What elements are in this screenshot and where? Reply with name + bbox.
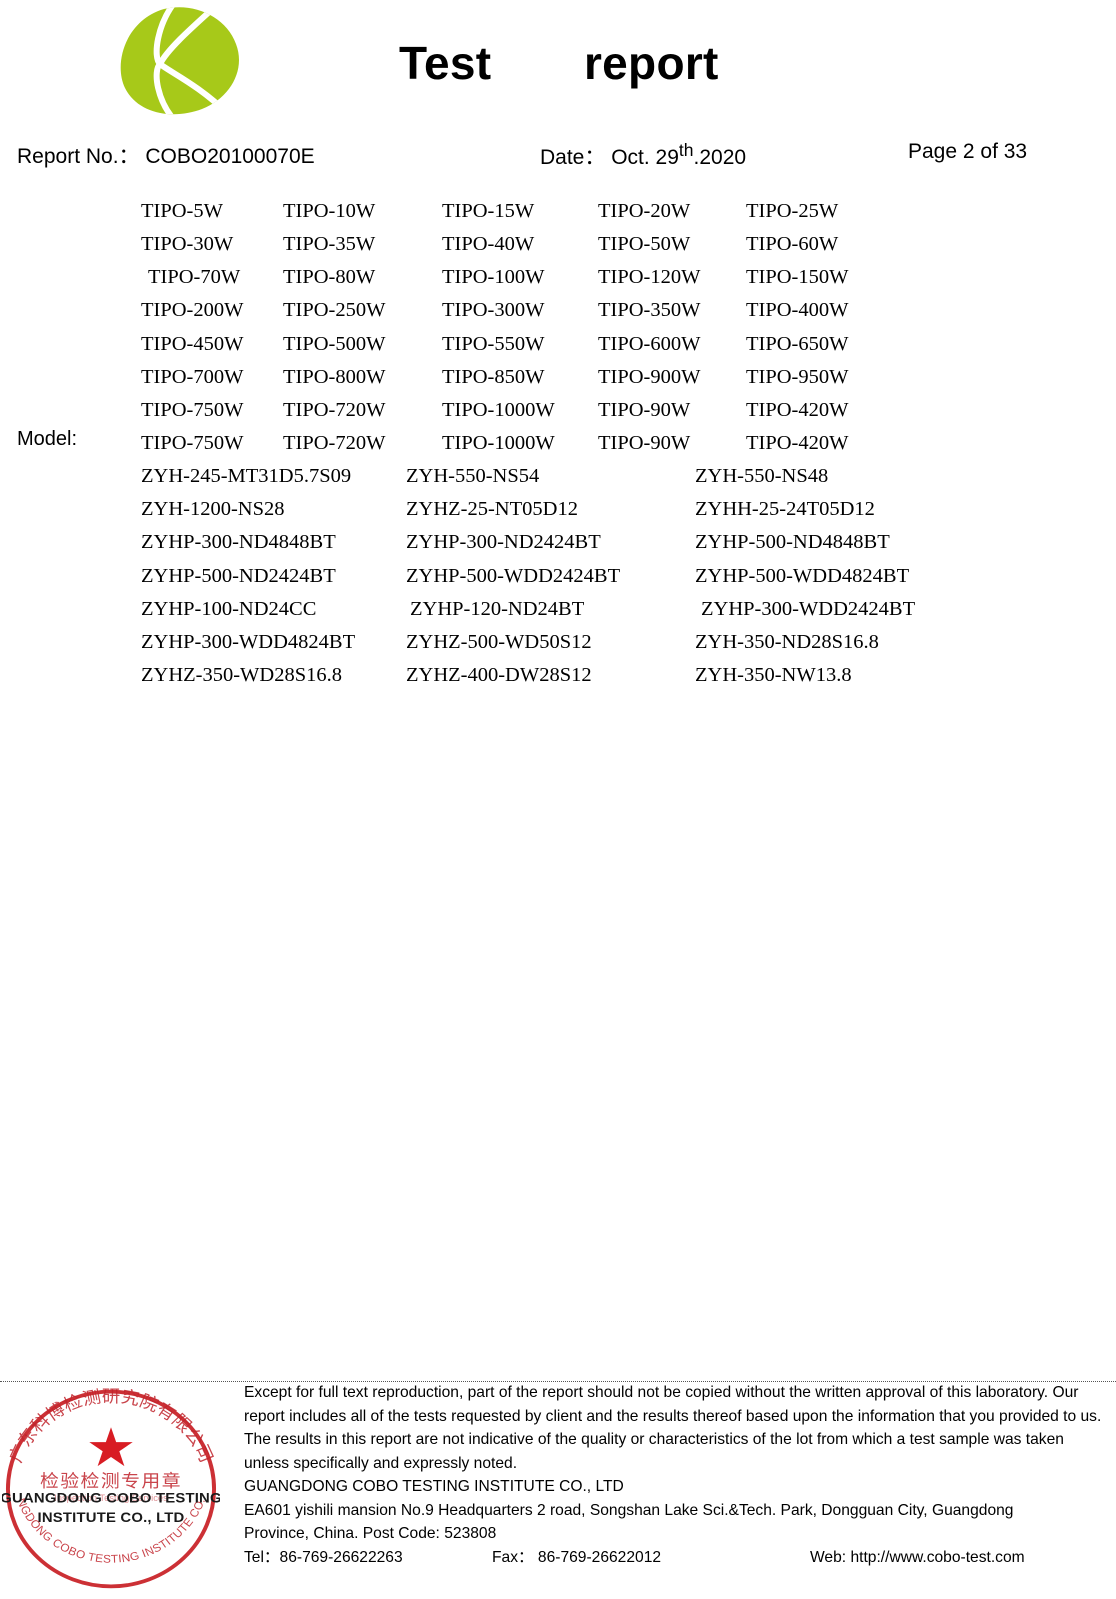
svg-text:检验检测专用章: 检验检测专用章 [40, 1471, 182, 1491]
svg-text:INSTITUTE CO., LTD: INSTITUTE CO., LTD [38, 1510, 185, 1526]
svg-text:GUANGDONG COBO TESTING: GUANGDONG COBO TESTING [2, 1491, 220, 1507]
